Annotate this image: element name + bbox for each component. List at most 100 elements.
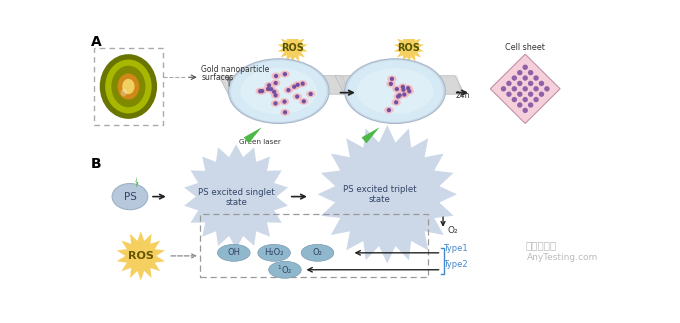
Ellipse shape	[345, 59, 445, 123]
Ellipse shape	[292, 93, 302, 100]
Circle shape	[517, 81, 522, 86]
Ellipse shape	[271, 79, 280, 87]
Circle shape	[522, 75, 528, 81]
Ellipse shape	[347, 60, 443, 122]
Circle shape	[309, 92, 313, 96]
Ellipse shape	[112, 66, 146, 107]
Circle shape	[267, 83, 271, 88]
Circle shape	[394, 87, 399, 91]
Text: H₂O₂: H₂O₂	[265, 248, 284, 257]
Polygon shape	[318, 125, 457, 264]
Ellipse shape	[263, 86, 273, 92]
Circle shape	[302, 99, 306, 103]
Circle shape	[398, 93, 402, 98]
Ellipse shape	[231, 60, 327, 122]
Ellipse shape	[120, 89, 127, 97]
Ellipse shape	[356, 68, 433, 114]
Circle shape	[539, 81, 544, 86]
Ellipse shape	[265, 82, 274, 89]
Circle shape	[506, 91, 511, 97]
Text: PS excited singlet: PS excited singlet	[198, 188, 275, 197]
Circle shape	[273, 93, 277, 98]
Ellipse shape	[290, 83, 299, 90]
Ellipse shape	[271, 100, 280, 107]
Text: ROS: ROS	[282, 43, 304, 53]
Text: $^1$O₂: $^1$O₂	[277, 264, 292, 276]
Circle shape	[533, 97, 539, 102]
Circle shape	[401, 85, 405, 89]
Text: B: B	[91, 157, 102, 171]
Circle shape	[511, 97, 517, 102]
Circle shape	[511, 86, 517, 91]
Ellipse shape	[280, 109, 290, 116]
Ellipse shape	[271, 92, 280, 99]
Text: surfaces: surfaces	[201, 73, 234, 82]
Circle shape	[533, 86, 539, 91]
Polygon shape	[335, 76, 464, 94]
Circle shape	[539, 91, 544, 97]
Circle shape	[283, 110, 287, 114]
Circle shape	[522, 108, 528, 113]
Ellipse shape	[256, 88, 265, 95]
Circle shape	[269, 87, 273, 91]
Text: 24h: 24h	[455, 91, 470, 100]
Circle shape	[260, 89, 265, 93]
Circle shape	[258, 89, 262, 93]
Circle shape	[522, 86, 528, 91]
Circle shape	[506, 81, 511, 86]
Ellipse shape	[298, 80, 307, 87]
Circle shape	[528, 81, 533, 86]
Ellipse shape	[112, 183, 148, 210]
Text: Type1: Type1	[443, 244, 468, 253]
Polygon shape	[219, 76, 348, 94]
Circle shape	[292, 85, 296, 89]
Circle shape	[273, 81, 278, 85]
Polygon shape	[117, 231, 165, 281]
Ellipse shape	[284, 87, 293, 94]
Circle shape	[407, 89, 411, 93]
Ellipse shape	[403, 85, 413, 92]
Ellipse shape	[293, 81, 303, 88]
Circle shape	[517, 91, 522, 97]
Ellipse shape	[240, 68, 317, 114]
Text: O₂: O₂	[447, 226, 458, 235]
Text: Gold nanoparticle: Gold nanoparticle	[201, 65, 270, 74]
Ellipse shape	[269, 261, 301, 278]
Circle shape	[286, 88, 290, 92]
Text: OH: OH	[227, 248, 240, 257]
Text: Green laser: Green laser	[239, 139, 281, 145]
Polygon shape	[362, 127, 379, 143]
Circle shape	[517, 70, 522, 75]
Circle shape	[396, 94, 401, 99]
Ellipse shape	[258, 88, 267, 95]
Circle shape	[283, 72, 287, 76]
Ellipse shape	[280, 98, 289, 105]
Circle shape	[296, 83, 300, 87]
Text: 嘉峪检测网: 嘉峪检测网	[525, 240, 556, 250]
Text: ROS: ROS	[398, 43, 420, 53]
Circle shape	[394, 100, 398, 104]
Circle shape	[295, 94, 299, 99]
Polygon shape	[490, 54, 560, 123]
Text: state: state	[225, 198, 247, 207]
Circle shape	[390, 77, 394, 81]
Ellipse shape	[105, 59, 152, 113]
Circle shape	[273, 101, 277, 106]
Circle shape	[544, 86, 549, 91]
Polygon shape	[184, 144, 288, 249]
Text: AnyTesting.com: AnyTesting.com	[527, 253, 598, 262]
Ellipse shape	[394, 93, 403, 100]
Text: PS excited triplet: PS excited triplet	[343, 185, 416, 194]
Circle shape	[517, 102, 522, 108]
Circle shape	[266, 87, 270, 91]
Circle shape	[301, 81, 305, 86]
Ellipse shape	[267, 86, 276, 93]
Circle shape	[282, 99, 287, 104]
Circle shape	[274, 74, 278, 78]
Polygon shape	[243, 127, 262, 143]
Circle shape	[406, 86, 410, 90]
Circle shape	[401, 88, 405, 92]
Circle shape	[533, 75, 539, 81]
Ellipse shape	[100, 54, 157, 119]
Ellipse shape	[395, 92, 405, 99]
